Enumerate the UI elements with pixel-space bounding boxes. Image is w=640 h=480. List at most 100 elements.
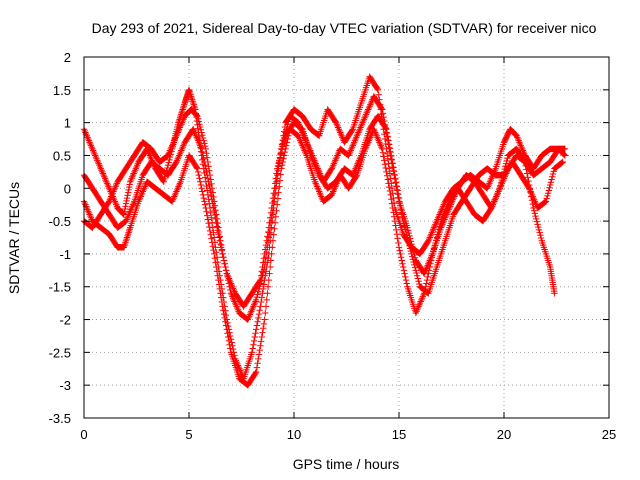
data-point <box>273 207 280 214</box>
data-point <box>269 244 276 251</box>
data-point <box>270 231 277 238</box>
data-point <box>424 273 431 281</box>
data-point <box>375 91 382 98</box>
data-point <box>266 219 273 226</box>
data-point <box>404 237 412 244</box>
data-point <box>395 194 403 202</box>
data-point <box>229 345 237 353</box>
data-point <box>435 226 443 233</box>
data-point <box>529 200 536 208</box>
data-point <box>392 175 399 183</box>
data-point <box>410 258 417 266</box>
y-tick-label: -1.5 <box>49 280 71 295</box>
data-point <box>204 171 211 179</box>
series-track-2 <box>80 93 569 323</box>
data-point <box>433 234 440 241</box>
data-point <box>427 260 434 267</box>
data-point <box>271 219 279 226</box>
data-point <box>403 231 410 238</box>
data-point <box>258 294 265 301</box>
data-point <box>259 329 266 336</box>
data-point <box>199 152 207 159</box>
data-point <box>384 155 391 162</box>
data-point <box>267 263 274 271</box>
data-point <box>257 303 264 310</box>
data-point <box>543 195 550 202</box>
data-point <box>206 223 213 231</box>
data-point <box>389 160 396 167</box>
data-point <box>257 276 264 284</box>
data-point <box>383 168 390 176</box>
data-point <box>258 268 265 275</box>
data-point <box>212 259 219 266</box>
data-point <box>381 157 388 164</box>
data-point <box>124 189 132 196</box>
data-point <box>215 276 222 284</box>
data-point <box>534 221 541 228</box>
data-point <box>221 314 228 322</box>
data-point <box>211 208 218 215</box>
data-point <box>259 272 266 279</box>
data-point <box>123 235 130 243</box>
data-point <box>205 196 212 203</box>
data-point <box>193 164 200 171</box>
data-point <box>269 194 277 202</box>
data-point <box>407 247 415 255</box>
data-point <box>274 162 282 170</box>
data-point <box>547 181 554 189</box>
x-tick-label: 5 <box>185 427 192 442</box>
data-point <box>422 283 429 290</box>
data-point <box>393 183 401 190</box>
data-point <box>542 198 550 205</box>
data-point <box>497 182 504 189</box>
data-point <box>223 326 230 333</box>
data-point <box>272 213 279 220</box>
data-point <box>431 242 438 249</box>
data-point <box>393 231 401 238</box>
data-point <box>281 148 289 156</box>
data-point <box>260 255 268 262</box>
data-point <box>227 345 234 352</box>
data-point <box>203 208 210 215</box>
data-point <box>400 217 407 225</box>
data-point <box>248 349 256 356</box>
data-point <box>271 225 278 232</box>
data-point <box>209 224 216 231</box>
data-point <box>259 263 266 271</box>
data-point <box>268 250 275 258</box>
data-point <box>213 219 220 226</box>
data-point <box>209 200 216 207</box>
data-point <box>414 275 422 282</box>
data-point <box>202 165 209 172</box>
data-point <box>405 239 412 247</box>
data-point <box>257 272 265 279</box>
data-point <box>206 181 213 189</box>
data-point <box>498 176 506 184</box>
data-point <box>267 214 274 222</box>
data-point <box>390 213 398 220</box>
data-point <box>549 173 556 180</box>
data-point <box>122 203 129 210</box>
data-point <box>220 257 228 264</box>
data-point <box>250 341 257 348</box>
y-tick-label: 1 <box>64 116 71 131</box>
data-point <box>253 364 261 371</box>
data-point <box>201 142 209 150</box>
data-point <box>211 211 219 219</box>
data-point <box>414 272 421 279</box>
data-point <box>161 175 168 183</box>
data-point <box>224 330 231 337</box>
data-point <box>208 235 215 242</box>
data-point <box>214 220 221 227</box>
data-point <box>222 318 229 325</box>
data-point <box>502 163 509 170</box>
data-point <box>123 197 130 205</box>
data-point <box>271 180 279 187</box>
data-point <box>198 185 205 192</box>
data-point <box>382 164 389 172</box>
data-point <box>499 174 506 181</box>
data-point <box>124 231 132 238</box>
data-point <box>180 103 187 110</box>
data-point <box>208 214 215 222</box>
